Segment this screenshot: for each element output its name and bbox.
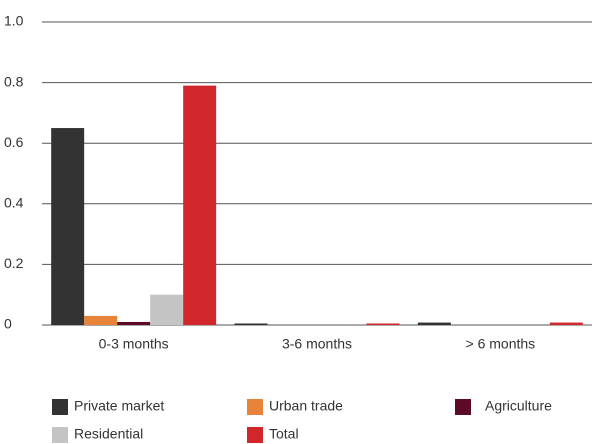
bar: [150, 294, 184, 325]
bar: [234, 323, 268, 325]
x-tick-label: 3-6 months: [282, 336, 352, 352]
bar: [84, 315, 118, 325]
legend-label: Private market: [74, 398, 164, 414]
y-tick-label: 0: [4, 316, 12, 332]
bar: [51, 128, 85, 325]
legend-swatch: [455, 399, 471, 415]
y-tick-label: 0.4: [4, 195, 24, 211]
legend-swatch: [247, 399, 263, 415]
legend-swatch: [52, 399, 68, 415]
legend-swatch: [247, 427, 263, 443]
bar: [183, 85, 217, 325]
y-tick-label: 0.8: [4, 73, 24, 89]
y-tick-label: 0.2: [4, 255, 24, 271]
legend-label: Total: [269, 426, 299, 442]
bar: [117, 321, 151, 325]
legend-label: Urban trade: [269, 398, 343, 414]
legend-swatch: [52, 427, 68, 443]
x-tick-label: > 6 months: [466, 336, 536, 352]
legend-label: Residential: [74, 426, 143, 442]
bar: [417, 322, 451, 325]
y-tick-label: 1.0: [4, 13, 24, 29]
bar: [366, 323, 400, 325]
y-tick-label: 0.6: [4, 134, 24, 150]
bar: [549, 322, 583, 325]
x-tick-label: 0-3 months: [99, 336, 169, 352]
legend-label: Agriculture: [485, 398, 552, 414]
